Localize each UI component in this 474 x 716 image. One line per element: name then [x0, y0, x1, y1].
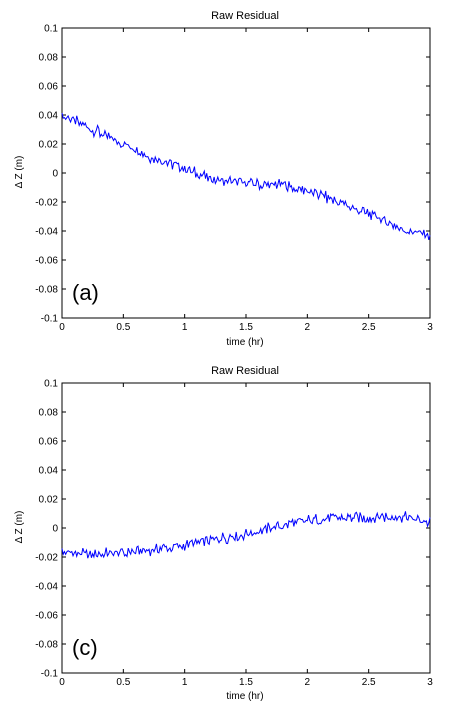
- series-line: [61, 112, 431, 241]
- y-tick-label: 0: [52, 524, 58, 535]
- x-ticks: 0 0.5 1 1.5 2 2.5 3: [59, 28, 433, 333]
- y-ticks: 0.1 0.08 0.06 0.04 0.02 0 -0.02 -0.04 -0.06 -0.08…: [35, 24, 430, 325]
- y-tick-label: -0.06: [35, 256, 58, 267]
- y-tick-label: 0.02: [39, 140, 59, 151]
- chart-panel-a: Raw Residual time (hr) Δ Z (m) (a) 0 0.5 1…: [14, 10, 433, 348]
- x-tick-label: 1: [182, 677, 188, 688]
- y-tick-label: -0.04: [35, 227, 58, 238]
- x-tick-label: 1: [182, 322, 188, 333]
- x-tick-label: 2.5: [362, 322, 376, 333]
- x-tick-label: 0.5: [116, 677, 130, 688]
- y-tick-label: 0.08: [39, 408, 59, 419]
- plot-frame: [61, 27, 431, 319]
- x-tick-label: 0: [59, 677, 65, 688]
- y-tick-label: 0.06: [39, 82, 59, 93]
- x-axis-label: time (hr): [226, 337, 263, 348]
- chart-panel-c: Raw Residual time (hr) Δ Z (m) (c) 0 0.5 1…: [14, 365, 433, 702]
- y-ticks: 0.1 0.08 0.06 0.04 0.02 0 -0.02 -0.04 -0.06 -0.08…: [35, 379, 430, 680]
- y-tick-label: -0.08: [35, 640, 58, 651]
- y-tick-label: -0.1: [41, 314, 59, 325]
- y-tick-label: 0.1: [44, 24, 58, 35]
- x-tick-label: 1.5: [239, 322, 253, 333]
- x-axis-label: time (hr): [226, 691, 263, 702]
- y-tick-label: -0.04: [35, 582, 58, 593]
- y-axis-label: Δ Z (m): [14, 156, 25, 189]
- x-tick-label: 0.5: [116, 322, 130, 333]
- x-ticks: 0 0.5 1 1.5 2 2.5 3: [59, 383, 433, 688]
- y-tick-label: -0.06: [35, 611, 58, 622]
- chart-title: Raw Residual: [211, 10, 279, 22]
- y-tick-label: 0.04: [39, 466, 59, 477]
- x-tick-label: 0: [59, 322, 65, 333]
- panel-label: (c): [72, 635, 98, 660]
- y-tick-label: 0.04: [39, 111, 59, 122]
- x-tick-label: 1.5: [239, 677, 253, 688]
- x-tick-label: 2: [305, 322, 311, 333]
- x-tick-label: 3: [427, 322, 433, 333]
- x-tick-label: 2.5: [362, 677, 376, 688]
- y-axis-label: Δ Z (m): [14, 511, 25, 544]
- y-tick-label: -0.02: [35, 198, 58, 209]
- y-tick-label: -0.02: [35, 553, 58, 564]
- chart-title: Raw Residual: [211, 365, 279, 377]
- y-tick-label: 0.06: [39, 437, 59, 448]
- series-line: [61, 511, 431, 559]
- x-tick-label: 3: [427, 677, 433, 688]
- y-tick-label: 0.08: [39, 53, 59, 64]
- x-tick-label: 2: [305, 677, 311, 688]
- y-tick-label: 0: [52, 169, 58, 180]
- y-tick-label: 0.1: [44, 379, 58, 390]
- panel-label: (a): [72, 280, 99, 305]
- y-tick-label: -0.08: [35, 285, 58, 296]
- y-tick-label: -0.1: [41, 669, 59, 680]
- y-tick-label: 0.02: [39, 495, 59, 506]
- plot-frame: [61, 382, 431, 674]
